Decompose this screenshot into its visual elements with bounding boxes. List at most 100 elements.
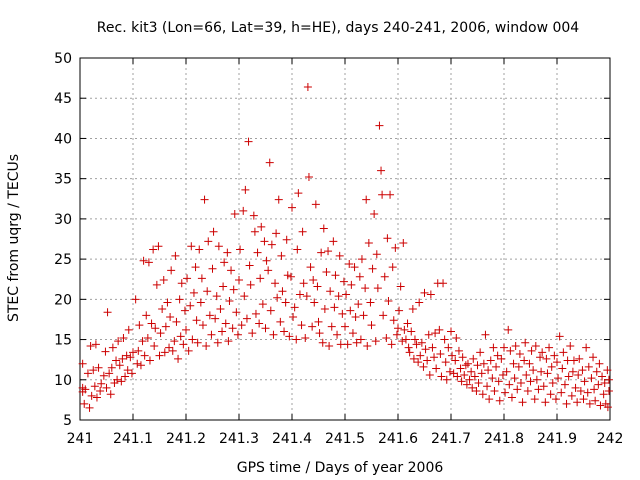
data-point: [156, 329, 165, 338]
data-point: [511, 341, 520, 350]
data-point: [555, 332, 564, 341]
data-point: [547, 362, 556, 371]
data-point: [526, 377, 535, 386]
data-point: [359, 311, 368, 320]
data-point: [236, 245, 245, 254]
data-point: [419, 362, 428, 371]
data-point: [368, 264, 377, 273]
data-point: [317, 248, 326, 257]
data-point: [107, 363, 116, 372]
data-point: [604, 387, 613, 396]
data-point: [264, 266, 273, 275]
data-point: [456, 364, 465, 373]
data-point: [548, 378, 557, 387]
data-point: [240, 292, 249, 301]
data-point: [497, 354, 506, 363]
data-point: [339, 277, 348, 286]
data-point: [370, 210, 379, 219]
data-point: [342, 290, 351, 299]
data-point: [529, 366, 538, 375]
data-point: [545, 343, 554, 352]
data-point: [417, 338, 426, 347]
data-point: [180, 306, 189, 315]
data-point: [285, 332, 294, 341]
data-point: [278, 287, 287, 296]
chart-title: Rec. kit3 (Lon=66, Lat=39, h=HE), days 2…: [97, 20, 580, 36]
data-point: [248, 329, 257, 338]
data-point: [283, 271, 292, 280]
data-point: [105, 369, 114, 378]
data-point: [377, 166, 386, 175]
x-tick-label: 242: [597, 431, 624, 447]
data-point: [507, 393, 516, 402]
data-point: [364, 239, 373, 248]
data-point: [232, 308, 241, 317]
data-point: [318, 338, 327, 347]
data-point: [490, 387, 499, 396]
data-point: [573, 398, 582, 407]
data-point: [398, 337, 407, 346]
data-point: [474, 378, 483, 387]
data-point: [509, 359, 518, 368]
data-point: [207, 330, 216, 339]
data-point: [155, 351, 164, 360]
data-point: [442, 375, 451, 384]
data-point: [333, 330, 342, 339]
data-point: [151, 324, 160, 333]
data-point: [431, 329, 440, 338]
data-point: [426, 290, 435, 299]
data-point: [191, 263, 200, 272]
data-point: [472, 387, 481, 396]
data-point: [265, 158, 274, 167]
data-point: [579, 395, 588, 404]
data-point: [250, 227, 259, 236]
data-point: [150, 341, 159, 350]
data-point: [341, 322, 349, 331]
data-point: [366, 298, 375, 307]
data-point: [202, 341, 211, 350]
data-point: [261, 324, 270, 333]
data-point: [193, 338, 202, 347]
data-point: [99, 371, 108, 380]
data-point: [521, 338, 530, 347]
data-point: [470, 372, 479, 381]
data-point: [380, 272, 389, 281]
data-point: [378, 190, 387, 199]
data-point: [212, 292, 221, 301]
data-points: [78, 82, 613, 412]
data-point: [294, 189, 303, 198]
data-point: [428, 343, 437, 352]
data-point: [494, 377, 503, 386]
data-point: [506, 346, 515, 355]
data-point: [136, 361, 145, 370]
data-point: [129, 348, 137, 357]
data-point: [461, 361, 470, 370]
data-point: [465, 375, 474, 384]
data-point: [253, 248, 262, 257]
data-point: [578, 366, 587, 375]
y-tick-label: 45: [54, 91, 72, 107]
data-point: [241, 185, 250, 194]
data-point: [554, 374, 563, 383]
data-point: [86, 341, 95, 350]
data-point: [445, 367, 454, 376]
data-point: [239, 206, 248, 215]
data-point: [403, 319, 412, 328]
data-point: [454, 346, 463, 355]
data-point: [158, 304, 167, 313]
data-point: [560, 380, 569, 389]
data-point: [143, 333, 152, 342]
data-point: [590, 385, 599, 394]
data-point: [551, 395, 560, 404]
data-point: [536, 353, 545, 362]
data-point: [550, 351, 559, 360]
data-point: [303, 82, 312, 91]
data-point: [147, 319, 156, 328]
data-point: [260, 237, 269, 246]
data-point: [115, 361, 124, 370]
data-point: [112, 356, 121, 365]
data-point: [596, 401, 605, 410]
data-point: [371, 337, 380, 346]
